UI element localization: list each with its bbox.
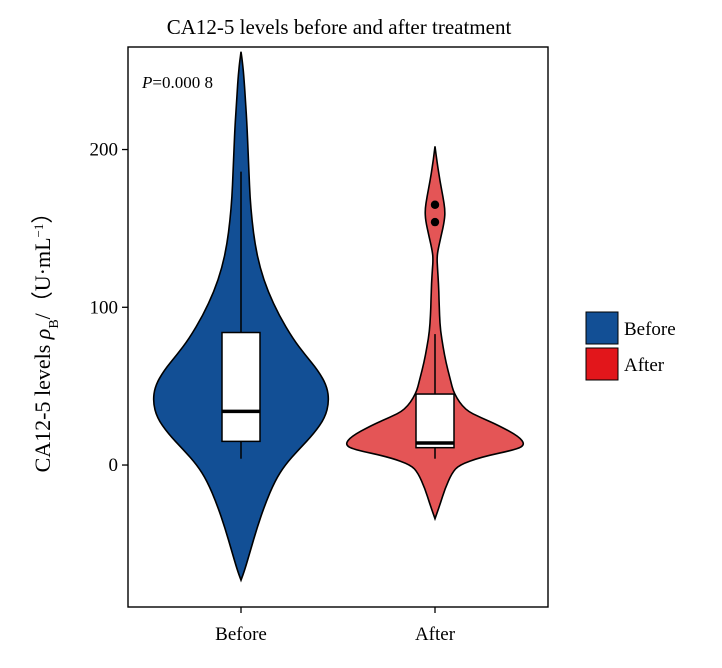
y-tick-label-100: 100	[90, 297, 119, 318]
y-tick-label-200: 200	[90, 140, 119, 161]
plot-area	[152, 51, 525, 583]
axes: 0 100 200 Before After	[90, 140, 456, 645]
box-after	[415, 393, 455, 449]
p-value-annotation: P=0.000 8	[141, 73, 213, 92]
legend-label-before: Before	[624, 319, 676, 340]
plot-frame	[127, 46, 549, 608]
x-tick-label-after: After	[415, 624, 456, 645]
y-axis-label: CA12-5 levels ρB/（U·mL−1）	[30, 202, 62, 473]
legend-swatch-before	[585, 311, 619, 345]
legend-label-after: After	[624, 355, 665, 376]
violin-after	[345, 146, 525, 522]
legend: Before After	[585, 311, 676, 381]
y-tick-label-0: 0	[109, 455, 119, 476]
x-tick-label-before: Before	[215, 624, 267, 645]
box-before	[221, 331, 261, 443]
outlier-point-after-2	[430, 217, 440, 227]
outlier-point-after-1	[430, 200, 440, 209]
legend-swatch-after	[585, 347, 619, 381]
chart-title: CA12-5 levels before and after treatment	[167, 15, 512, 39]
